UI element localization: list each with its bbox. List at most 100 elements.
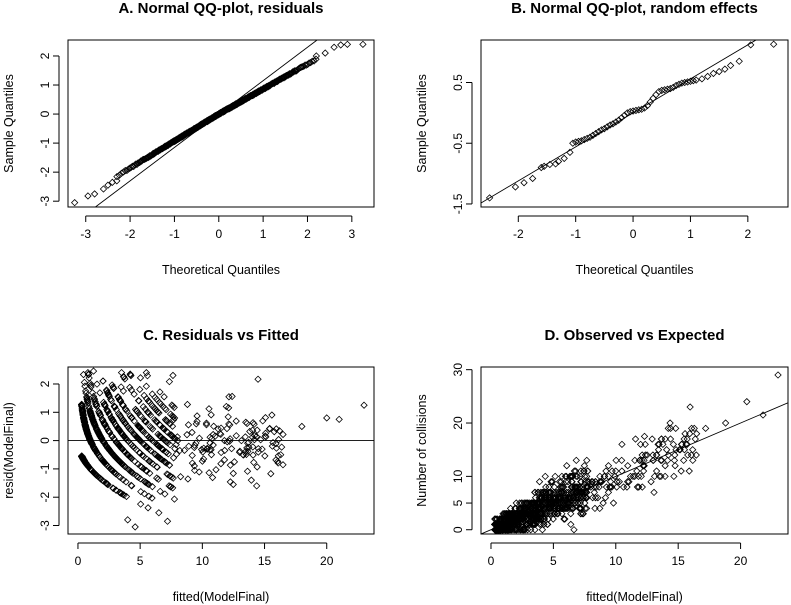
data-point (581, 494, 590, 502)
data-point (117, 368, 126, 377)
data-point (222, 402, 231, 411)
data-point (675, 446, 684, 454)
data-point (99, 398, 108, 407)
data-point (680, 456, 688, 465)
y-tick-label: -1 (38, 137, 52, 148)
data-point (119, 168, 128, 176)
data-point (203, 445, 211, 453)
data-point (657, 456, 665, 465)
data-point (590, 483, 598, 491)
data-point (106, 465, 115, 473)
data-point (517, 526, 525, 534)
data-point (205, 405, 213, 413)
data-point (624, 462, 632, 470)
data-point (254, 375, 262, 383)
data-point (715, 67, 723, 76)
data-point (166, 441, 174, 449)
panel-b-qq-random-effects: B. Normal QQ-plot, random effects Theoret… (415, 0, 789, 277)
data-point (104, 480, 112, 489)
data-point (638, 483, 646, 491)
data-point (635, 106, 643, 114)
data-point (155, 420, 164, 429)
data-point (153, 474, 161, 482)
y-tick-label: -2 (38, 166, 52, 177)
data-point (104, 181, 112, 189)
data-point (570, 467, 579, 475)
data-point (162, 437, 170, 446)
data-point (596, 504, 604, 513)
data-point (686, 403, 694, 411)
data-point (197, 445, 206, 454)
data-point (664, 424, 672, 433)
data-point (126, 383, 134, 392)
x-tick-label: 1 (260, 227, 267, 241)
data-point (502, 510, 511, 518)
data-point (589, 131, 597, 140)
data-point (601, 494, 610, 502)
data-point (224, 413, 232, 421)
data-point (306, 58, 315, 67)
data-point (721, 419, 730, 427)
data-point (109, 383, 117, 391)
data-point (570, 526, 578, 534)
data-point (229, 480, 237, 489)
data-point (691, 435, 699, 443)
data-point (572, 494, 581, 502)
data-point (689, 456, 697, 465)
data-point (543, 504, 551, 513)
y-tick-label: -1 (38, 463, 52, 474)
data-point (511, 510, 519, 518)
data-point (127, 481, 135, 490)
data-point (80, 378, 89, 387)
data-point (558, 504, 567, 513)
plot-area (481, 371, 788, 534)
data-point (640, 104, 649, 112)
data-point (83, 461, 91, 469)
data-point (143, 467, 151, 475)
data-point (681, 78, 689, 87)
data-point (146, 434, 155, 443)
data-point (577, 488, 585, 497)
data-point (579, 510, 587, 518)
y-tick-label: -0.5 (451, 133, 465, 154)
data-point (119, 416, 127, 425)
data-point (588, 478, 597, 486)
data-point (577, 137, 586, 145)
x-tick-label: 2 (744, 227, 751, 241)
data-point (572, 456, 580, 465)
data-point (569, 139, 577, 147)
data-point (643, 451, 651, 459)
data-point (568, 504, 576, 513)
data-point (269, 438, 277, 447)
data-point (571, 499, 580, 507)
data-point (144, 504, 152, 512)
data-point (143, 372, 152, 380)
data-point (123, 166, 131, 175)
data-point (169, 416, 178, 424)
data-point (677, 440, 686, 449)
data-point (531, 488, 539, 497)
data-point (119, 401, 127, 409)
data-point (134, 159, 142, 167)
data-point (140, 490, 149, 498)
data-point (156, 487, 164, 496)
data-point (626, 107, 634, 116)
data-point (639, 467, 648, 475)
data-point (193, 412, 201, 420)
data-point (134, 473, 143, 482)
data-point (583, 494, 591, 502)
data-point (513, 510, 522, 518)
data-point (130, 390, 138, 398)
data-point (155, 509, 163, 517)
data-point (312, 52, 321, 60)
data-point (89, 367, 98, 375)
data-point (261, 452, 269, 460)
data-point (227, 444, 236, 453)
data-point (232, 432, 240, 440)
data-point (563, 462, 571, 470)
data-point (92, 400, 100, 409)
data-point (669, 440, 678, 449)
data-point (529, 520, 537, 529)
data-point (638, 451, 646, 459)
data-point (153, 463, 161, 471)
